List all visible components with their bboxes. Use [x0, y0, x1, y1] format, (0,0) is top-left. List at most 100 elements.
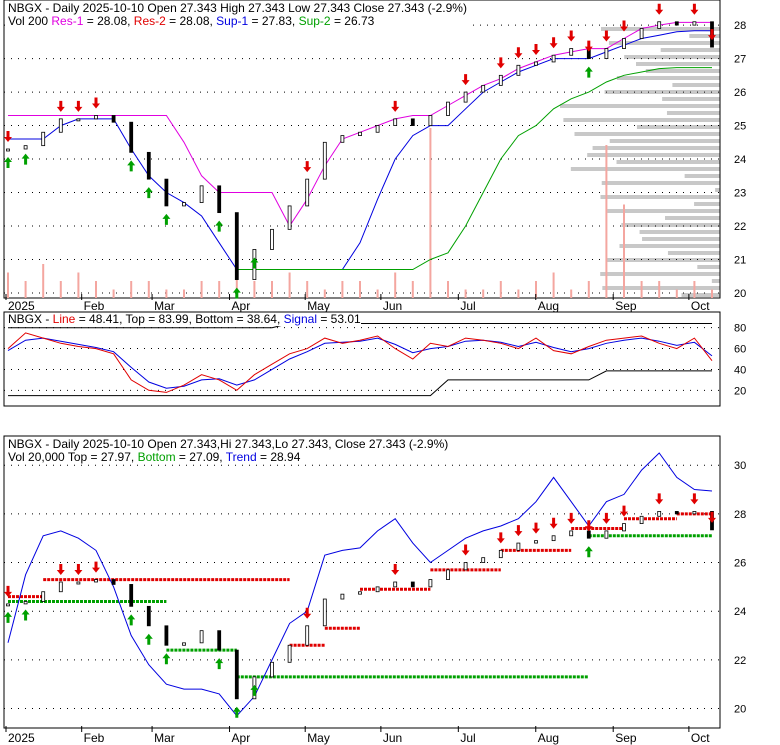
- sell-arrow-icon: [56, 100, 65, 112]
- volume-bar: [7, 272, 9, 298]
- sell-arrow-icon: [655, 493, 664, 505]
- volume-profile-bar: [662, 97, 720, 101]
- sell-arrow-icon: [74, 564, 83, 575]
- price-candle: [6, 148, 10, 152]
- price-candle: [692, 21, 697, 26]
- price-candle: [534, 540, 538, 544]
- buy-arrow-icon: [250, 257, 259, 269]
- y-tick-label: 22: [734, 655, 746, 667]
- volume-profile-bar: [609, 139, 720, 143]
- price-candle: [182, 202, 186, 207]
- sell-arrow-icon: [549, 517, 558, 529]
- x-tick-label: Aug: [538, 731, 559, 745]
- volume-bar: [218, 281, 221, 298]
- sell-arrow-icon: [74, 100, 83, 112]
- price-candle: [657, 21, 662, 29]
- sell-arrow-icon: [602, 512, 611, 524]
- volume-bar: [271, 281, 273, 298]
- sell-arrow-icon: [567, 512, 576, 524]
- buy-arrow-icon: [21, 609, 30, 621]
- panel-frame: [3, 0, 721, 299]
- sup1-label: Sup-1: [216, 14, 249, 28]
- trend-value: = 28.94: [256, 450, 301, 464]
- sell-arrow-icon: [655, 3, 664, 15]
- volume-label: Vol 200: [8, 14, 49, 28]
- sell-arrow-icon: [4, 131, 12, 142]
- volume-bar: [183, 289, 185, 298]
- sell-arrow-icon: [708, 29, 716, 41]
- price-candle: [305, 625, 310, 646]
- volume-profile-bar: [619, 244, 720, 248]
- buy-arrow-icon: [144, 187, 153, 199]
- y-tick-label: 30: [734, 460, 746, 472]
- volume-bar: [288, 272, 291, 298]
- sup1-value: = 27.83,: [248, 14, 299, 28]
- price-candle: [164, 625, 169, 646]
- osc-line-value: = 48.41, Top = 83.99, Bottom = 38.64,: [75, 312, 284, 326]
- sell-arrow-icon: [690, 3, 699, 15]
- volume-profile-bar: [607, 209, 720, 213]
- volume-bar: [253, 281, 256, 298]
- volume-bar: [711, 289, 713, 298]
- volume-bar: [640, 281, 643, 298]
- volume-profile-bar: [563, 118, 720, 122]
- y-tick-label: 28: [734, 20, 746, 32]
- y-tick-label: 25: [734, 121, 746, 133]
- price-candle: [322, 141, 327, 180]
- y-tick-label: 24: [734, 606, 746, 618]
- volume-bar: [535, 281, 537, 298]
- buy-arrow-icon: [127, 614, 136, 626]
- price-candle: [393, 118, 398, 126]
- volume-bar: [376, 289, 379, 298]
- buy-arrow-icon: [162, 653, 171, 665]
- price-candle: [657, 511, 662, 517]
- price-candle: [358, 591, 362, 595]
- volume-profile-bar: [574, 132, 720, 136]
- sup2-line: [236, 67, 712, 270]
- x-tick-label: May: [307, 299, 330, 313]
- volume-profile-bar: [636, 62, 720, 66]
- trend-top: Top = 27.97,: [67, 450, 138, 464]
- osc-bottom-line: [8, 370, 712, 397]
- volume-bar: [675, 289, 678, 298]
- price-candle: [340, 593, 345, 600]
- volume-bar: [130, 281, 133, 298]
- price-candle: [674, 511, 679, 515]
- sell-arrow-icon: [391, 564, 400, 575]
- price-candle: [498, 549, 503, 559]
- sell-arrow-icon: [690, 493, 699, 505]
- buy-arrow-icon: [232, 287, 241, 299]
- price-candle: [428, 579, 433, 588]
- volume-profile-bar: [665, 216, 720, 220]
- sell-arrow-icon: [514, 47, 523, 59]
- volume-profile-bar: [601, 27, 720, 31]
- price-candle: [41, 131, 46, 147]
- volume-profile-bar: [689, 34, 720, 38]
- x-tick-label: Feb: [84, 731, 105, 745]
- price-candle: [94, 579, 98, 583]
- price-candle: [551, 535, 556, 542]
- volume-bar: [587, 281, 590, 298]
- volume-bar: [499, 281, 502, 298]
- volume-bar: [658, 281, 661, 298]
- volume-profile-bar: [592, 146, 720, 150]
- sell-arrow-icon: [567, 30, 576, 42]
- buy-arrow-icon: [144, 633, 153, 645]
- volume-profile-bar: [587, 153, 720, 157]
- volume-profile-bar: [715, 188, 720, 192]
- price-candle: [146, 605, 151, 627]
- price-candle: [622, 38, 626, 49]
- price-candle: [692, 511, 697, 515]
- price-candle: [516, 542, 521, 551]
- sup2-value: = 26.73: [330, 14, 375, 28]
- sell-arrow-icon: [496, 57, 505, 69]
- volume-profile-bar: [606, 258, 720, 262]
- volume-profile-bar: [602, 286, 720, 290]
- y-tick-label: 20: [734, 704, 746, 716]
- x-tick-label: Oct: [691, 731, 710, 745]
- x-tick-label: Jun: [383, 731, 402, 745]
- price-candle: [287, 644, 292, 663]
- price-candle: [446, 101, 450, 116]
- sell-arrow-icon: [4, 585, 12, 597]
- volume-bar: [411, 281, 414, 298]
